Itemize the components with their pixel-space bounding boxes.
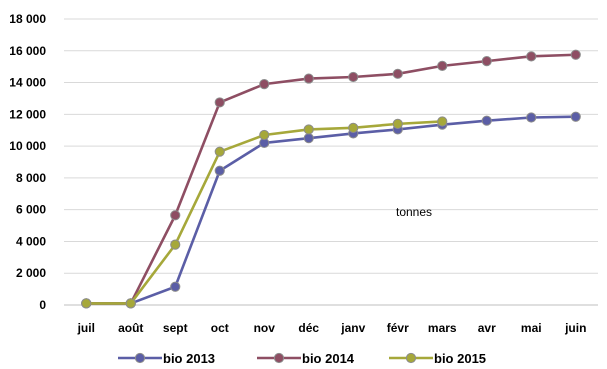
- data-point: [437, 116, 448, 127]
- data-point: [348, 71, 359, 83]
- y-tick-label: 10 000: [9, 139, 46, 153]
- legend-marker: [134, 352, 146, 364]
- data-point: [259, 129, 270, 141]
- legend-marker: [405, 352, 417, 364]
- legend-label: bio 2015: [434, 351, 486, 366]
- y-tick-label: 14 000: [9, 76, 46, 90]
- y-tick-label: 12 000: [9, 107, 46, 121]
- x-tick-label: oct: [211, 321, 229, 335]
- data-point: [437, 60, 448, 71]
- data-point: [170, 281, 181, 292]
- series-3: [81, 116, 448, 309]
- data-point: [481, 115, 492, 126]
- data-point: [170, 239, 181, 250]
- x-axis-tick-labels: juil août sept oct nov déc janv févr mars avr mai j…: [77, 321, 587, 335]
- series-line: [86, 120, 443, 305]
- x-tick-label: mars: [428, 321, 457, 335]
- legend-label: bio 2014: [302, 351, 355, 366]
- data-point: [214, 165, 225, 176]
- series-line: [86, 53, 576, 305]
- legend-label: bio 2013: [163, 351, 215, 366]
- x-tick-label: nov: [254, 321, 276, 335]
- series-line: [86, 115, 576, 305]
- data-point: [481, 56, 492, 67]
- data-point: [214, 146, 225, 157]
- x-tick-label: juil: [77, 321, 95, 335]
- y-tick-label: 16 000: [9, 44, 46, 58]
- legend: bio 2013 bio 2014 bio 2015: [118, 351, 486, 366]
- unit-annotation: tonnes: [396, 205, 432, 219]
- legend-item: bio 2014: [257, 351, 355, 366]
- data-point: [392, 118, 403, 129]
- data-point: [214, 97, 225, 108]
- x-tick-label: déc: [298, 321, 319, 335]
- data-point: [303, 133, 314, 144]
- data-point: [570, 111, 581, 122]
- legend-marker: [273, 352, 285, 364]
- y-axis-tick-labels: 0 2 000 4 000 6 000 8 000 10 000 12 000 14 000 1…: [9, 12, 46, 312]
- data-point: [303, 124, 314, 135]
- y-tick-label: 6 000: [16, 203, 46, 217]
- x-tick-label: janv: [340, 321, 365, 335]
- y-tick-label: 18 000: [9, 12, 46, 26]
- data-point: [170, 210, 181, 221]
- data-point: [125, 298, 136, 309]
- data-point: [348, 122, 359, 133]
- y-tick-label: 4 000: [16, 234, 46, 248]
- y-tick-label: 2 000: [16, 266, 46, 280]
- x-tick-label: juin: [564, 321, 586, 335]
- data-point: [81, 298, 92, 309]
- legend-item: bio 2013: [118, 351, 215, 366]
- data-point: [526, 51, 537, 62]
- data-point: [303, 73, 314, 84]
- x-tick-label: avr: [478, 321, 496, 335]
- data-point: [392, 68, 403, 79]
- x-tick-label: août: [118, 321, 143, 335]
- gridlines: [64, 18, 598, 274]
- x-tick-label: mai: [521, 321, 542, 335]
- data-point: [259, 79, 270, 90]
- data-point: [526, 112, 537, 123]
- series-layer: [81, 49, 581, 309]
- y-tick-label: 8 000: [16, 171, 46, 185]
- legend-item: bio 2015: [389, 351, 486, 366]
- y-tick-label: 0: [39, 298, 46, 312]
- x-tick-label: févr: [387, 321, 409, 335]
- data-point: [570, 49, 581, 60]
- x-tick-label: sept: [163, 321, 188, 335]
